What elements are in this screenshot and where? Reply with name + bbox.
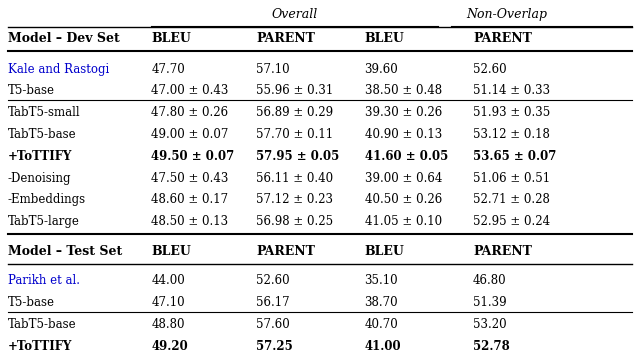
- Text: 39.30 ± 0.26: 39.30 ± 0.26: [365, 106, 442, 119]
- Text: 55.96 ± 0.31: 55.96 ± 0.31: [256, 84, 333, 98]
- Text: Parikh et al.: Parikh et al.: [8, 274, 80, 287]
- Text: 46.80: 46.80: [473, 274, 506, 287]
- Text: 40.70: 40.70: [365, 318, 398, 331]
- Text: 57.10: 57.10: [256, 62, 290, 75]
- Text: 49.00 ± 0.07: 49.00 ± 0.07: [151, 128, 228, 141]
- Text: +ToTTIFY: +ToTTIFY: [8, 340, 72, 351]
- Text: 56.11 ± 0.40: 56.11 ± 0.40: [256, 172, 333, 185]
- Text: 47.10: 47.10: [151, 296, 185, 309]
- Text: 38.70: 38.70: [365, 296, 398, 309]
- Text: 51.39: 51.39: [473, 296, 506, 309]
- Text: 41.05 ± 0.10: 41.05 ± 0.10: [365, 215, 442, 228]
- Text: PARENT: PARENT: [256, 245, 315, 258]
- Text: 51.06 ± 0.51: 51.06 ± 0.51: [473, 172, 550, 185]
- Text: 48.80: 48.80: [151, 318, 184, 331]
- Text: T5-base: T5-base: [8, 296, 55, 309]
- Text: 47.80 ± 0.26: 47.80 ± 0.26: [151, 106, 228, 119]
- Text: 52.78: 52.78: [473, 340, 509, 351]
- Text: 49.50 ± 0.07: 49.50 ± 0.07: [151, 150, 234, 163]
- Text: Model – Test Set: Model – Test Set: [8, 245, 122, 258]
- Text: 57.60: 57.60: [256, 318, 290, 331]
- Text: TabT5-large: TabT5-large: [8, 215, 79, 228]
- Text: TabT5-small: TabT5-small: [8, 106, 81, 119]
- Text: 39.60: 39.60: [365, 62, 398, 75]
- Text: PARENT: PARENT: [473, 32, 532, 45]
- Text: 39.00 ± 0.64: 39.00 ± 0.64: [365, 172, 442, 185]
- Text: 47.50 ± 0.43: 47.50 ± 0.43: [151, 172, 228, 185]
- Text: 41.60 ± 0.05: 41.60 ± 0.05: [365, 150, 448, 163]
- Text: 52.60: 52.60: [473, 62, 506, 75]
- Text: T5-base: T5-base: [8, 84, 55, 98]
- Text: 47.00 ± 0.43: 47.00 ± 0.43: [151, 84, 228, 98]
- Text: 44.00: 44.00: [151, 274, 185, 287]
- Text: 35.10: 35.10: [365, 274, 398, 287]
- Text: Model – Dev Set: Model – Dev Set: [8, 32, 120, 45]
- Text: PARENT: PARENT: [473, 245, 532, 258]
- Text: 52.60: 52.60: [256, 274, 290, 287]
- Text: 49.20: 49.20: [151, 340, 188, 351]
- Text: BLEU: BLEU: [365, 32, 404, 45]
- Text: 38.50 ± 0.48: 38.50 ± 0.48: [365, 84, 442, 98]
- Text: TabT5-base: TabT5-base: [8, 128, 76, 141]
- Text: 48.50 ± 0.13: 48.50 ± 0.13: [151, 215, 228, 228]
- Text: 40.90 ± 0.13: 40.90 ± 0.13: [365, 128, 442, 141]
- Text: 53.12 ± 0.18: 53.12 ± 0.18: [473, 128, 550, 141]
- Text: 53.20: 53.20: [473, 318, 506, 331]
- Text: Non-Overlap: Non-Overlap: [466, 8, 547, 21]
- Text: +ToTTIFY: +ToTTIFY: [8, 150, 72, 163]
- Text: TabT5-base: TabT5-base: [8, 318, 76, 331]
- Text: 56.98 ± 0.25: 56.98 ± 0.25: [256, 215, 333, 228]
- Text: BLEU: BLEU: [365, 245, 404, 258]
- Text: -Denoising: -Denoising: [8, 172, 71, 185]
- Text: 56.17: 56.17: [256, 296, 290, 309]
- Text: 47.70: 47.70: [151, 62, 185, 75]
- Text: 40.50 ± 0.26: 40.50 ± 0.26: [365, 193, 442, 206]
- Text: 51.14 ± 0.33: 51.14 ± 0.33: [473, 84, 550, 98]
- Text: 57.25: 57.25: [256, 340, 293, 351]
- Text: 56.89 ± 0.29: 56.89 ± 0.29: [256, 106, 333, 119]
- Text: 52.71 ± 0.28: 52.71 ± 0.28: [473, 193, 550, 206]
- Text: 52.95 ± 0.24: 52.95 ± 0.24: [473, 215, 550, 228]
- Text: BLEU: BLEU: [151, 32, 191, 45]
- Text: 53.65 ± 0.07: 53.65 ± 0.07: [473, 150, 556, 163]
- Text: 57.70 ± 0.11: 57.70 ± 0.11: [256, 128, 333, 141]
- Text: PARENT: PARENT: [256, 32, 315, 45]
- Text: 57.95 ± 0.05: 57.95 ± 0.05: [256, 150, 340, 163]
- Text: Kale and Rastogi: Kale and Rastogi: [8, 62, 109, 75]
- Text: -Embeddings: -Embeddings: [8, 193, 86, 206]
- Text: BLEU: BLEU: [151, 245, 191, 258]
- Text: 57.12 ± 0.23: 57.12 ± 0.23: [256, 193, 333, 206]
- Text: 41.00: 41.00: [365, 340, 401, 351]
- Text: 51.93 ± 0.35: 51.93 ± 0.35: [473, 106, 550, 119]
- Text: 48.60 ± 0.17: 48.60 ± 0.17: [151, 193, 228, 206]
- Text: Overall: Overall: [271, 8, 317, 21]
